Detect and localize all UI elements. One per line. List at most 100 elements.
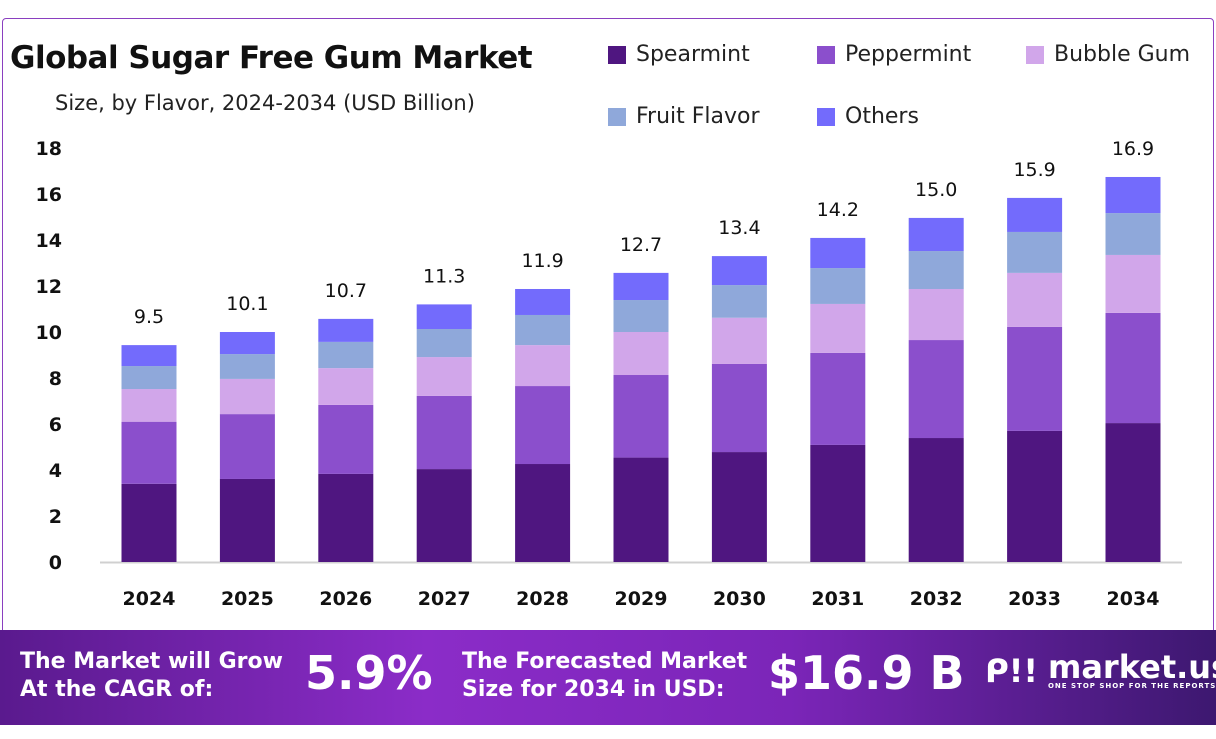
y-tick-label: 2 [49,506,62,528]
bar-segment-spearmint [1007,430,1063,562]
bar-segment-peppermint [613,375,669,458]
legend-swatch [608,45,626,64]
bar-segment-peppermint [121,421,177,484]
y-tick-label: 8 [49,368,62,390]
y-tick-label: 16 [36,184,62,206]
bar-segment-others [1007,197,1063,232]
x-tick-label: 2025 [221,588,274,610]
forecast-value: $16.9 B [768,646,965,700]
bar-segment-bubble-gum [908,288,964,341]
total-label: 10.1 [226,293,268,315]
bar-segment-fruit-flavor [121,366,177,390]
bar-segment-others [711,256,767,286]
bar-segment-bubble-gum [711,317,767,364]
total-label: 9.5 [134,306,164,328]
bar-segment-fruit-flavor [1105,213,1161,255]
bar-segment-others [318,318,374,342]
legend-bubble-gum: Bubble Gum [1026,42,1190,67]
bar-segment-others [810,237,866,269]
legend-swatch [1026,45,1044,64]
total-label: 10.7 [325,280,367,302]
bar-segment-others [1105,176,1161,214]
legend-spearmint: Spearmint [608,42,750,67]
chart-subtitle: Size, by Flavor, 2024-2034 (USD Billion) [55,91,475,115]
bar-segment-bubble-gum [1105,254,1161,313]
cagr-label-line: The Market will Grow [20,649,283,674]
x-tick-label: 2029 [615,588,668,610]
bar-segment-spearmint [613,457,669,562]
bar-segment-others [908,217,964,252]
cagr-value: 5.9% [305,646,433,700]
bar-segment-bubble-gum [318,368,374,405]
bar-segment-bubble-gum [219,378,275,415]
forecast-label-line: Size for 2034 in USD: [462,677,725,702]
y-tick-label: 6 [49,414,62,436]
legend-others: Others [817,104,919,129]
bar-segment-others [613,272,669,301]
total-label: 15.9 [1013,159,1055,181]
bar-segment-peppermint [711,363,767,453]
bar-segment-spearmint [1105,423,1161,562]
bar-segment-fruit-flavor [613,300,669,332]
cagr-label-line: At the CAGR of: [20,677,214,702]
y-tick-label: 10 [36,322,62,344]
total-label: 14.2 [817,199,859,221]
bar-segment-fruit-flavor [416,329,472,358]
legend-swatch [817,107,835,126]
bar-segment-bubble-gum [613,332,669,376]
forecast-label-line: The Forecasted Market [462,649,748,674]
legend-fruit-flavor: Fruit Flavor [608,104,760,129]
legend-label: Fruit Flavor [636,104,760,129]
bar-segment-fruit-flavor [1007,231,1063,273]
x-tick-label: 2031 [811,588,864,610]
bar-segment-others [416,304,472,330]
bar-segment-bubble-gum [416,357,472,396]
x-tick-label: 2024 [123,588,176,610]
forecast-label: The Forecasted Market Size for 2034 in US… [462,648,747,704]
legend-swatch [608,107,626,126]
legend-peppermint: Peppermint [817,42,971,67]
logo-mark-icon: ᑭ!! [985,652,1038,690]
footer-banner: The Market will Grow At the CAGR of: 5.9%… [0,630,1216,725]
bar-segment-spearmint [810,444,866,562]
x-tick-label: 2026 [319,588,372,610]
x-tick-label: 2032 [910,588,963,610]
total-label: 12.7 [620,234,662,256]
bar-segment-peppermint [515,386,571,465]
cagr-label: The Market will Grow At the CAGR of: [20,648,283,704]
legend-swatch [817,45,835,64]
legend-label: Bubble Gum [1054,42,1191,67]
market-us-logo: ᑭ!! market.us ONE STOP SHOP FOR THE REPOR… [985,648,1216,690]
bar-segment-bubble-gum [515,345,571,387]
chart-title: Global Sugar Free Gum Market [10,40,533,76]
logo-text: market.us [1047,648,1216,686]
y-tick-label: 18 [36,138,62,160]
bar-segment-peppermint [318,404,374,474]
total-label: 11.3 [423,265,465,287]
legend-label: Others [845,104,919,129]
bar-segment-others [121,345,177,367]
x-tick-label: 2030 [713,588,766,610]
bar-segment-spearmint [219,478,275,562]
logo-tagline: ONE STOP SHOP FOR THE REPORTS [1047,682,1216,690]
x-tick-label: 2027 [418,588,471,610]
total-label: 11.9 [521,250,563,272]
bar-segment-spearmint [318,473,374,562]
bar-segment-peppermint [1105,312,1161,424]
bar-segment-fruit-flavor [219,354,275,379]
bar-segment-fruit-flavor [908,251,964,289]
total-label: 15.0 [915,179,957,201]
legend-label: Peppermint [845,42,972,67]
x-tick-label: 2034 [1107,588,1160,610]
bar-segment-peppermint [810,352,866,445]
x-tick-label: 2033 [1008,588,1061,610]
bar-segment-fruit-flavor [810,268,866,304]
y-tick-label: 12 [36,276,62,298]
bar-segment-peppermint [416,395,472,470]
bar-segment-peppermint [908,340,964,439]
bar-segment-spearmint [908,438,964,562]
y-tick-label: 0 [49,552,62,574]
bar-segment-bubble-gum [1007,272,1063,327]
bar-segment-peppermint [1007,326,1063,431]
